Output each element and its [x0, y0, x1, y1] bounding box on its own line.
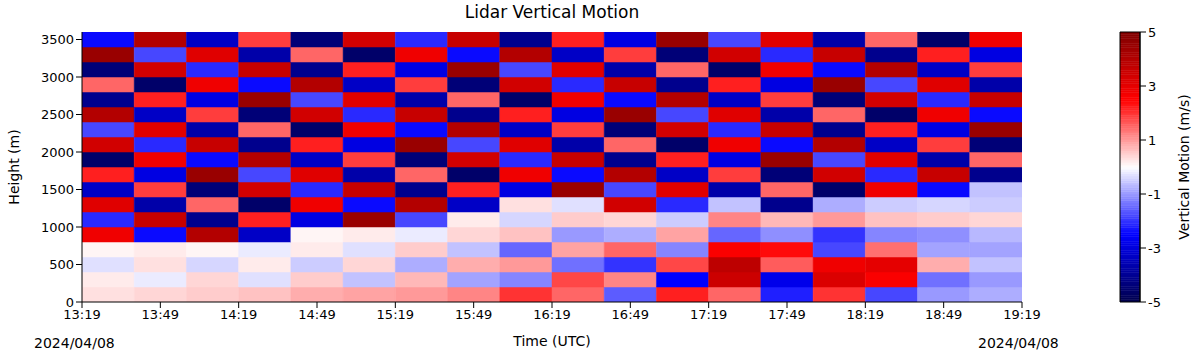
svg-text:19:19: 19:19	[1003, 307, 1040, 322]
svg-text:500: 500	[49, 257, 74, 272]
svg-text:2500: 2500	[41, 107, 74, 122]
svg-text:14:19: 14:19	[220, 307, 257, 322]
svg-text:18:19: 18:19	[847, 307, 884, 322]
svg-text:5: 5	[1148, 25, 1156, 40]
svg-text:13:19: 13:19	[63, 307, 101, 323]
html-text:Lidar Vertical Motion: Lidar Vertical Motion	[464, 2, 640, 22]
html-text:Vertical Motion (m/s): Vertical Motion (m/s)	[1176, 94, 1192, 240]
svg-text:15:19: 15:19	[377, 307, 414, 322]
svg-text:15:49: 15:49	[455, 307, 492, 322]
svg-text:1000: 1000	[41, 220, 74, 235]
svg-text:16:49: 16:49	[612, 307, 649, 322]
svg-text:-5: -5	[1148, 295, 1161, 310]
html-text:2024/04/08: 2024/04/08	[34, 335, 115, 351]
svg-text:1500: 1500	[41, 182, 74, 197]
svg-text:0: 0	[66, 295, 74, 310]
svg-text:3500: 3500	[41, 32, 74, 47]
svg-text:-3: -3	[1148, 241, 1161, 256]
svg-text:3: 3	[1148, 79, 1156, 94]
svg-text:17:49: 17:49	[768, 307, 805, 322]
html-text:2024/04/08: 2024/04/08	[978, 335, 1059, 351]
svg-text:1: 1	[1148, 133, 1156, 148]
svg-text:16:19: 16:19	[533, 307, 570, 322]
svg-text:14:49: 14:49	[298, 307, 335, 322]
svg-text:2000: 2000	[41, 145, 74, 160]
svg-text:18:49: 18:49	[925, 307, 962, 322]
svg-text:17:19: 17:19	[690, 307, 727, 322]
svg-text:13:49: 13:49	[142, 307, 179, 322]
svg-text:3000: 3000	[41, 70, 74, 85]
html-text:Height (m): Height (m)	[6, 129, 22, 205]
html-text:Time (UTC): Time (UTC)	[513, 333, 591, 349]
svg-text:-1: -1	[1148, 187, 1161, 202]
